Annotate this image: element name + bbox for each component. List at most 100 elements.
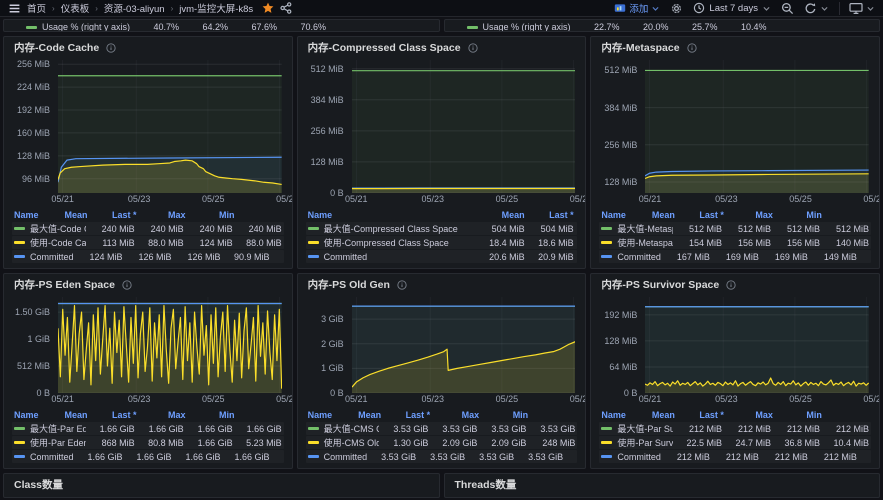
kiosk-monitor-icon[interactable] [849,2,863,15]
legend-header-last[interactable]: Last * [112,209,137,220]
legend-header-name[interactable]: Name [307,409,333,420]
x-axis-tick-label: 05/21 [51,394,74,404]
time-series-plot[interactable] [352,60,576,193]
time-series-plot[interactable] [645,60,869,193]
legend-series-name[interactable]: 最大值-Par Survivor Space [601,422,673,435]
x-axis: 05/21 05/23 05/25 05/27 [51,193,291,206]
legend-header-name[interactable]: Name [307,209,333,220]
legend-header-mean[interactable]: Mean [358,409,382,420]
legend-header-min[interactable]: Min [219,209,235,220]
legend-series-name[interactable]: 使用-Compressed Class Space [307,236,476,249]
legend-value: 3.53 GiB [442,423,478,434]
legend-header-min[interactable]: Min [806,409,822,420]
panel-title[interactable]: 内存-Code Cache [14,42,100,54]
legend-header-last[interactable]: Last * [112,409,137,420]
legend-series-name[interactable]: 使用-Par Survivor Space [601,436,673,449]
clipped-bottom-row: Class数量 Threads数量 [3,473,880,498]
legend-header-max[interactable]: Max [755,409,773,420]
chevron-down-icon[interactable] [866,4,875,13]
legend-header-mean[interactable]: Mean [651,409,675,420]
legend-series-name[interactable]: 最大值-Metaspace [601,222,673,235]
legend-header-min[interactable]: Min [806,209,822,220]
legend-series-name[interactable]: 最大值-Par Eden Space [14,422,86,435]
time-series-plot[interactable] [58,60,282,193]
breadcrumb-dashboard-title[interactable]: jvm-监控大屏-k8s [179,4,254,15]
legend-row: 最大值-Code Cache 240 MiB 240 MiB 240 MiB 240 M… [12,222,284,235]
legend-series-name[interactable]: 最大值-CMS Old Gen [307,422,379,435]
legend-series-name[interactable]: Committed [14,452,74,462]
panel-title[interactable]: 内存-Metaspace [601,42,680,54]
share-icon[interactable] [280,2,292,14]
time-series-plot[interactable] [645,297,869,393]
legend-header-max[interactable]: Max [168,209,186,220]
legend-value: 504 MiB [540,223,574,234]
refresh-icon[interactable] [804,2,817,15]
legend-series-name[interactable]: 使用-CMS Old Gen [307,436,379,449]
breadcrumb-folder[interactable]: 资源-03-aliyun [103,4,165,15]
legend-series-name[interactable]: Committed [14,252,74,262]
legend-header-last[interactable]: Last * [699,409,724,420]
legend-row: 使用-Metaspace 154 MiB 156 MiB 156 MiB 140 MiB [599,236,872,249]
x-axis-tick-label: 05/27 [276,394,292,404]
legend-series-name[interactable]: Committed [307,252,476,262]
info-icon[interactable] [467,42,478,53]
legend-header-mean[interactable]: Mean [501,209,525,220]
legend-header-name[interactable]: Name [14,409,39,420]
legend-header-mean[interactable]: Mean [64,409,88,420]
legend-header-name[interactable]: Name [601,409,626,420]
legend-series-name[interactable]: 最大值-Code Cache [14,222,86,235]
legend-header-max[interactable]: Max [574,210,586,220]
time-range-picker[interactable]: Last 7 days [693,2,771,14]
legend-series-name[interactable]: Committed [601,452,661,462]
zoom-out-icon[interactable] [781,2,794,15]
legend-header-min[interactable]: Min [512,409,529,420]
info-icon[interactable] [122,279,132,290]
panel-title[interactable]: 内存-PS Eden Space [14,279,115,291]
series-color-swatch [307,427,319,430]
panel-title[interactable]: 内存-PS Old Gen [307,279,390,291]
time-series-plot[interactable] [352,297,576,393]
legend-series-name[interactable]: 最大值-Compressed Class Space [307,222,476,235]
legend-series-name[interactable]: 使用-Metaspace [601,236,673,249]
time-series-plot[interactable] [58,297,282,393]
breadcrumb-dashboards[interactable]: 仪表板 [60,4,90,15]
x-axis-tick-label: 05/25 [789,394,812,404]
info-icon[interactable] [726,279,736,290]
info-icon[interactable] [106,42,116,53]
legend-row: 最大值-Par Eden Space 1.66 GiB 1.66 GiB 1.66 G… [12,422,284,435]
legend-header-max[interactable]: Max [461,409,480,420]
legend-header-mean[interactable]: Mean [64,209,88,220]
dashboard-settings-gear-icon[interactable] [670,2,683,15]
legend-series-name[interactable]: Usage % (right y axis) [466,22,571,31]
panel-title[interactable]: Threads数量 [454,479,517,491]
legend-header-min[interactable]: Min [219,409,235,420]
legend-series-name[interactable]: Usage % (right y axis) [26,22,130,31]
legend-value: 156 MiB [786,237,821,248]
info-icon[interactable] [686,42,697,53]
favorite-star-icon[interactable] [262,2,274,14]
legend-value: 3.53 GiB [381,451,417,462]
hamburger-menu-icon[interactable] [8,2,21,15]
legend-header-name[interactable]: Name [14,209,39,220]
panel-title[interactable]: 内存-PS Survivor Space [601,279,720,291]
panel-title[interactable]: 内存-Compressed Class Space [307,42,461,54]
legend-header-last[interactable]: Last * [405,409,431,420]
legend-series-name[interactable]: Committed [601,252,661,262]
legend-header-max[interactable]: Max [168,409,186,420]
breadcrumb-home[interactable]: 首页 [27,4,47,15]
legend-header-mean[interactable]: Mean [651,209,675,220]
legend-header-last[interactable]: Last * [699,209,724,220]
legend-value: 1.66 GiB [99,423,135,434]
legend-series-name[interactable]: 使用-Code Cache [14,236,86,249]
panel-title[interactable]: Class数量 [14,479,64,491]
info-icon[interactable] [397,279,407,290]
legend-series-name[interactable]: Committed [307,452,367,462]
y-axis-tick-label: 2 GiB [321,338,344,349]
legend-series-name[interactable]: 使用-Par Eden Space [14,436,86,449]
legend-header-name[interactable]: Name [601,209,626,220]
refresh-interval-chevron-icon[interactable] [820,4,829,13]
legend-header-last[interactable]: Last * [549,209,574,220]
legend-header-max[interactable]: Max [755,209,773,220]
add-panel-button[interactable]: 添加 [614,1,660,15]
legend-row: Committed 1.66 GiB 1.66 GiB 1.66 GiB 1.66 Gi… [12,450,284,463]
